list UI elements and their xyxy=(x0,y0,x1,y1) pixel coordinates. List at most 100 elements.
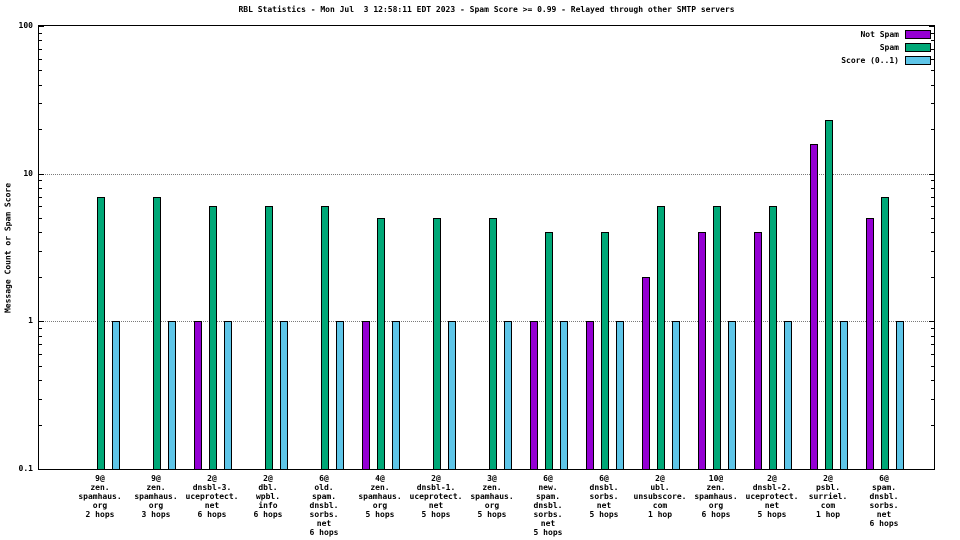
x-axis-label: 2@ dnsbl-1. uceprotect. net 5 hops xyxy=(407,474,465,519)
x-axis-label-line: 3 hops xyxy=(141,510,171,519)
y-tick-right xyxy=(931,354,934,355)
legend-swatch xyxy=(905,56,931,65)
x-axis-label-line: com xyxy=(820,501,836,510)
x-axis-label: 6@ old. spam. dnsbl. sorbs. net 6 hops xyxy=(295,474,353,537)
x-axis-label-line: sorbs. xyxy=(869,501,899,510)
y-tick-right xyxy=(931,188,934,189)
x-axis-label-line: 2@ xyxy=(767,474,777,483)
y-tick-right xyxy=(931,218,934,219)
x-axis-label: 6@ new. spam. dnsbl. sorbs. net 5 hops xyxy=(519,474,577,537)
bar-not-spam xyxy=(586,321,594,469)
bar-spam xyxy=(433,218,441,469)
y-tick-left xyxy=(39,103,42,104)
bar-spam xyxy=(209,206,217,469)
bar-score-0-1- xyxy=(392,321,400,469)
x-axis-label-line: net xyxy=(316,519,332,528)
x-axis-label-line: 6@ xyxy=(599,474,609,483)
y-tick-right xyxy=(929,26,934,27)
x-axis-label: 6@ spam. dnsbl. sorbs. net 6 hops xyxy=(855,474,913,528)
bar-not-spam xyxy=(754,232,762,469)
x-axis-label-line: spam. xyxy=(311,492,337,501)
y-tick-left xyxy=(39,40,42,41)
bar-not-spam xyxy=(530,321,538,469)
x-axis-label-line: uceprotect. xyxy=(185,492,239,501)
bar-spam xyxy=(545,232,553,469)
x-axis-label: 2@ dnsbl-3. uceprotect. net 6 hops xyxy=(183,474,241,519)
y-tick-label: 10 xyxy=(23,168,33,178)
x-axis-label-line: zen. xyxy=(90,483,110,492)
x-axis-label-line: 6@ xyxy=(543,474,553,483)
x-axis-label-line: old. xyxy=(314,483,334,492)
bar-score-0-1- xyxy=(560,321,568,469)
x-axis-label-line: 1 hop xyxy=(647,510,673,519)
y-tick-right xyxy=(931,103,934,104)
y-tick-left xyxy=(39,218,42,219)
y-tick-right xyxy=(931,366,934,367)
bar-spam xyxy=(321,206,329,469)
x-axis-label-line: spamhaus. xyxy=(134,492,178,501)
x-axis-label: 6@ dnsbl. sorbs. net 5 hops xyxy=(575,474,633,519)
x-axis-label-line: dnsbl-3. xyxy=(192,483,232,492)
x-axis-label: 9@ zen. spamhaus. org 2 hops xyxy=(71,474,129,519)
x-axis-label-line: zen. xyxy=(482,483,502,492)
x-axis-label-line: 6 hops xyxy=(869,519,899,528)
bar-score-0-1- xyxy=(224,321,232,469)
x-axis-label-line: 6@ xyxy=(879,474,889,483)
y-tick-left xyxy=(39,328,42,329)
y-tick-left xyxy=(39,180,42,181)
y-tick-left xyxy=(39,380,42,381)
x-axis-label-line: uceprotect. xyxy=(409,492,463,501)
x-axis-label-line: 6 hops xyxy=(197,510,227,519)
bar-score-0-1- xyxy=(728,321,736,469)
x-axis-label-line: dnsbl-1. xyxy=(416,483,456,492)
bar-score-0-1- xyxy=(616,321,624,469)
y-tick-right xyxy=(931,251,934,252)
y-tick-right xyxy=(931,180,934,181)
bar-score-0-1- xyxy=(280,321,288,469)
x-axis-label-line: org xyxy=(484,501,500,510)
bar-spam xyxy=(97,196,105,469)
x-axis-label-line: dnsbl. xyxy=(309,501,339,510)
x-axis-label: 2@ dnsbl-2. uceprotect. net 5 hops xyxy=(743,474,801,519)
y-axis-title: Message Count or Spam Score xyxy=(1,25,15,470)
x-axis-label-line: 5 hops xyxy=(589,510,619,519)
x-axis-label: 2@ ubl. unsubscore. com 1 hop xyxy=(631,474,689,519)
y-tick-right xyxy=(929,174,934,175)
x-axis-label-line: 2@ xyxy=(431,474,441,483)
x-axis-label-line: org xyxy=(372,501,388,510)
x-axis-label-line: zen. xyxy=(146,483,166,492)
y-tick-left xyxy=(39,174,44,175)
x-axis-label-line: psbl. xyxy=(815,483,841,492)
x-axis-label-line: net xyxy=(596,501,612,510)
bar-spam xyxy=(825,120,833,469)
y-tick-left xyxy=(39,188,42,189)
legend: Not Spam Spam Score (0..1) xyxy=(841,30,931,65)
y-tick-right xyxy=(931,70,934,71)
x-axis-label-line: 5 hops xyxy=(533,528,563,537)
bar-score-0-1- xyxy=(448,321,456,469)
y-tick-right xyxy=(931,129,934,130)
legend-label: Spam xyxy=(879,43,899,52)
bar-spam xyxy=(769,206,777,469)
y-tick-left xyxy=(39,251,42,252)
x-axis-label-line: org xyxy=(92,501,108,510)
y-tick-right xyxy=(931,33,934,34)
bar-spam xyxy=(377,218,385,469)
y-tick-right xyxy=(931,197,934,198)
x-axis-label-line: spam. xyxy=(535,492,561,501)
x-axis-label-line: spamhaus. xyxy=(358,492,402,501)
y-tick-left xyxy=(39,49,42,50)
bar-spam xyxy=(601,232,609,469)
y-tick-label: 100 xyxy=(18,21,33,30)
x-axis-label: 4@ zen. spamhaus. org 5 hops xyxy=(351,474,409,519)
bar-score-0-1- xyxy=(784,321,792,469)
x-axis-label: 2@ dbl. wpbl. info 6 hops xyxy=(239,474,297,519)
x-axis-label-line: dnsbl. xyxy=(589,483,619,492)
y-tick-right xyxy=(931,336,934,337)
bar-spam xyxy=(657,206,665,469)
y-tick-right xyxy=(931,425,934,426)
y-tick-label: 1 xyxy=(28,316,33,326)
x-axis-label-line: 9@ xyxy=(151,474,161,483)
y-tick-right xyxy=(929,469,934,470)
